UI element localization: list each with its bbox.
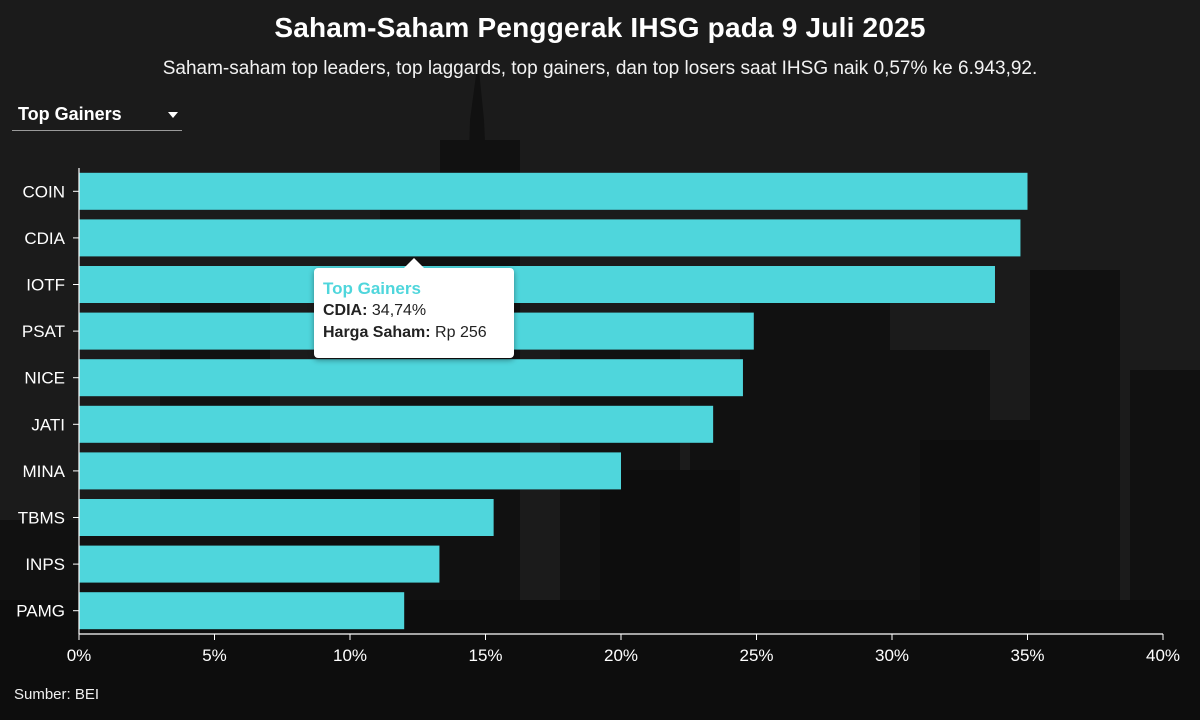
bar-iotf[interactable] [79,266,995,303]
x-tick-label: 25% [739,646,773,665]
y-tick-label: TBMS [18,509,65,528]
bar-cdia[interactable] [79,219,1021,257]
y-tick-label: PAMG [16,602,65,621]
bar-nice[interactable] [79,359,743,397]
y-tick-label: NICE [24,369,65,388]
y-tick-label: MINA [23,462,66,481]
y-tick-label: PSAT [22,322,65,341]
x-tick-label: 30% [875,646,909,665]
x-tick-label: 40% [1146,646,1180,665]
x-tick-label: 10% [333,646,367,665]
tooltip-price-value: Rp 256 [435,324,487,341]
x-tick-label: 0% [67,646,92,665]
tooltip-ticker-label: CDIA: [323,302,368,319]
x-tick-label: 15% [468,646,502,665]
chart-subtitle: Saham-saham top leaders, top laggards, t… [162,58,1038,79]
y-tick-label: CDIA [24,229,65,248]
y-tick-label: INPS [25,555,65,574]
category-dropdown[interactable]: Top Gainers [12,100,182,131]
tooltip-arrow [404,258,424,268]
bar-pamg[interactable] [79,592,405,630]
bar-jati[interactable] [79,405,714,443]
dropdown-selected-label: Top Gainers [18,104,122,124]
x-tick-label: 35% [1010,646,1044,665]
chevron-down-icon [168,112,178,118]
tooltip-ticker-value: 34,74% [371,302,427,319]
chart-title: Saham-Saham Penggerak IHSG pada 9 Juli 2… [274,12,926,43]
tooltip-ticker-line: CDIA: 34,74% [323,300,505,322]
bar-coin[interactable] [79,172,1028,210]
y-tick-label: IOTF [26,276,65,295]
bar-tbms[interactable] [79,499,494,536]
y-tick-label: JATI [31,415,65,434]
tooltip-price-label: Harga Saham: [323,324,431,341]
x-tick-label: 20% [604,646,638,665]
bar-inps[interactable] [79,545,440,583]
tooltip-title: Top Gainers [323,279,421,298]
source-note: Sumber: BEI [14,686,100,703]
bar-mina[interactable] [79,452,621,490]
bar-tooltip: Top Gainers CDIA: 34,74% Harga Saham: Rp… [314,258,514,358]
y-tick-label: COIN [23,182,66,201]
tooltip-price-line: Harga Saham: Rp 256 [323,322,505,344]
x-tick-label: 5% [202,646,227,665]
